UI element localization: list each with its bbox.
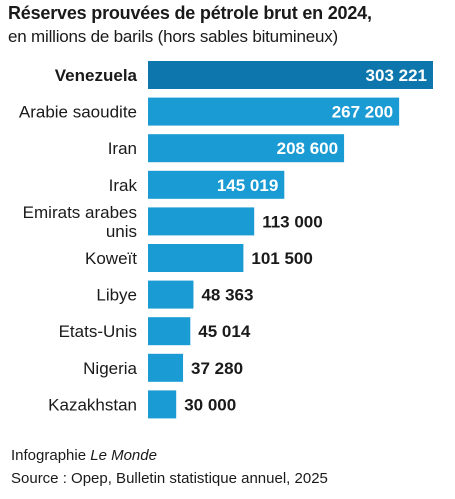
chart-subtitle: en millions de barils (hors sables bitum… — [8, 27, 339, 46]
bar-6 — [148, 280, 194, 309]
bar-8 — [148, 353, 184, 382]
source-line: Source : Opep, Bulletin statistique annu… — [11, 470, 328, 487]
category-label-7: Etats-Unis — [59, 322, 137, 341]
credit-prefix: Infographie — [11, 447, 87, 464]
category-label-2: Iran — [108, 139, 137, 158]
category-label-5: Koweït — [85, 249, 137, 268]
value-label-1: 267 200 — [332, 103, 393, 122]
bar-2 — [148, 134, 345, 163]
category-label-8: Nigeria — [83, 359, 137, 378]
bar-0 — [148, 61, 433, 89]
chart-title: Réserves prouvées de pétrole brut en 202… — [8, 3, 372, 23]
value-label-0: 303 221 — [366, 66, 427, 85]
bar-4 — [148, 207, 255, 236]
credit-publication: Le Monde — [90, 447, 157, 464]
bar-1 — [148, 97, 400, 126]
category-label-1: Arabie saoudite — [19, 103, 137, 122]
value-label-2: 208 600 — [277, 139, 338, 158]
value-label-9: 30 000 — [184, 395, 236, 414]
bar-7 — [148, 317, 191, 346]
category-label-6: Libye — [96, 286, 137, 305]
value-label-3: 145 019 — [217, 176, 278, 195]
category-label-4: Emirats arabes unis — [23, 203, 137, 241]
bar-9 — [148, 390, 177, 419]
value-label-4: 113 000 — [262, 212, 323, 231]
category-label-9: Kazakhstan — [48, 395, 137, 414]
value-label-7: 45 014 — [198, 322, 251, 341]
bar-chart: Venezuela 303 221 Arabie saoudite 267 200 Ir… — [19, 61, 433, 419]
value-label-5: 101 500 — [251, 249, 312, 268]
value-label-6: 48 363 — [201, 286, 253, 305]
bar-5 — [148, 244, 244, 272]
category-label-3: Irak — [109, 176, 138, 195]
credit-line: Infographie Le Monde — [11, 447, 157, 464]
category-label-0: Venezuela — [55, 66, 138, 85]
value-label-8: 37 280 — [191, 359, 243, 378]
bar-3 — [148, 170, 285, 199]
